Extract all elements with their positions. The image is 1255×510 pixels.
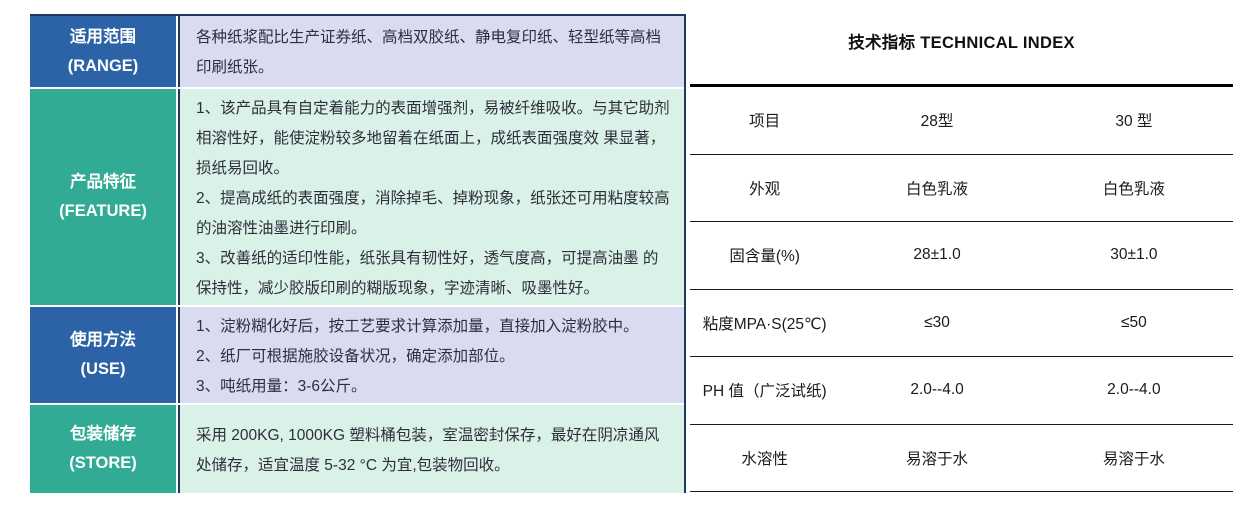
row-label-range: 适用范围 (RANGE) <box>30 16 176 87</box>
technical-index-panel: 技术指标 TECHNICAL INDEX 项目 28型 30 型外观 白色乳液 白色乳液… <box>690 0 1233 492</box>
tech-data-row: 水溶性 易溶于水 易溶于水 <box>690 425 1233 492</box>
content-paragraph: 2、提高成纸的表面强度，消除掉毛、掉粉现象，纸张还可用粘度较高的油溶性油墨进行印… <box>196 189 670 237</box>
row-label-store: 包装储存 (STORE) <box>30 405 176 493</box>
tech-header-cell: 30 型 <box>1115 113 1153 131</box>
content-paragraph: 各种纸浆配比生产证券纸、高档双胶纸、静电复印纸、轻型纸等高档印刷纸张。 <box>196 29 662 76</box>
tech-cell: ≤50 <box>1121 313 1147 331</box>
row-label-en: (USE) <box>80 360 126 378</box>
row-label-en: (RANGE) <box>67 56 139 75</box>
tech-data-row: 粘度MPA·S(25℃) ≤30 ≤50 <box>690 290 1233 357</box>
tech-data-row: PH 值（广泛试纸) 2.0--4.0 2.0--4.0 <box>690 357 1233 425</box>
tech-cell: ≤30 <box>924 313 950 331</box>
content-paragraph: 采用 200KG, 1000KG 塑料桶包装，室温密封保存，最好在阴凉通风处储存… <box>196 426 660 474</box>
tech-cell: 固含量(%) <box>729 248 800 266</box>
tech-data-row: 固含量(%) 28±1.0 30±1.0 <box>690 222 1233 290</box>
tech-cell: 水溶性 <box>741 450 788 468</box>
row-label-en: (FEATURE) <box>59 202 147 220</box>
row-label-zh: 产品特征 <box>70 173 136 191</box>
row-content-range: 各种纸浆配比生产证券纸、高档双胶纸、静电复印纸、轻型纸等高档印刷纸张。 <box>178 16 684 87</box>
row-label-zh: 适用范围 <box>70 27 136 46</box>
content-paragraph: 3、改善纸的适印性能，纸张具有韧性好，透气度高，可提高油墨 的保持性，减少胶版印… <box>196 249 659 297</box>
row-label-use: 使用方法 (USE) <box>30 307 176 403</box>
row-content-store: 采用 200KG, 1000KG 塑料桶包装，室温密封保存，最好在阴凉通风处储存… <box>178 405 684 493</box>
tech-cell: 易溶于水 <box>1102 450 1165 468</box>
tech-cell: 白色乳液 <box>1102 180 1165 198</box>
row-label-zh: 使用方法 <box>70 331 136 349</box>
tech-cell: 30±1.0 <box>1110 246 1158 264</box>
tech-cell: 外观 <box>749 180 781 198</box>
product-spec-table: 适用范围 (RANGE) 各种纸浆配比生产证券纸、高档双胶纸、静电复印纸、轻型纸等高… <box>30 14 686 493</box>
tech-data-row: 外观 白色乳液 白色乳液 <box>690 155 1233 222</box>
tech-cell: 2.0--4.0 <box>910 381 964 399</box>
row-label-feature: 产品特征 (FEATURE) <box>30 89 176 305</box>
row-content-use: 1、淀粉糊化好后，按工艺要求计算添加量，直接加入淀粉胶中。 2、纸厂可根据施胶设备… <box>178 307 684 403</box>
content-paragraph: 1、淀粉糊化好后，按工艺要求计算添加量，直接加入淀粉胶中。 <box>196 317 639 335</box>
tech-header-cell: 28型 <box>920 113 954 131</box>
technical-index-table: 项目 28型 30 型外观 白色乳液 白色乳液固含量(%) 28±1.0 30±1.0 粘度M… <box>690 84 1233 492</box>
row-content-feature: 1、该产品具有自定着能力的表面增强剂，易被纤维吸收。与其它助剂相溶性好，能使淀粉… <box>178 89 684 305</box>
content-paragraph: 3、吨纸用量：3-6公斤。 <box>196 377 367 395</box>
tech-cell: 白色乳液 <box>906 180 969 198</box>
content-paragraph: 1、该产品具有自定着能力的表面增强剂，易被纤维吸收。与其它助剂相溶性好，能使淀粉… <box>196 99 670 177</box>
technical-index-title: 技术指标 TECHNICAL INDEX <box>848 34 1075 52</box>
tech-cell: 粘度MPA·S(25℃) <box>702 315 827 333</box>
tech-header-row: 项目 28型 30 型 <box>690 87 1233 155</box>
tech-cell: 2.0--4.0 <box>1107 381 1161 399</box>
tech-header-cell: 项目 <box>749 113 781 131</box>
tech-cell: PH 值（广泛试纸) <box>702 383 827 401</box>
row-label-en: (STORE) <box>69 454 137 472</box>
tech-cell: 易溶于水 <box>906 450 969 468</box>
row-label-zh: 包装储存 <box>70 425 136 443</box>
tech-cell: 28±1.0 <box>913 246 961 264</box>
content-paragraph: 2、纸厂可根据施胶设备状况，确定添加部位。 <box>196 347 515 365</box>
